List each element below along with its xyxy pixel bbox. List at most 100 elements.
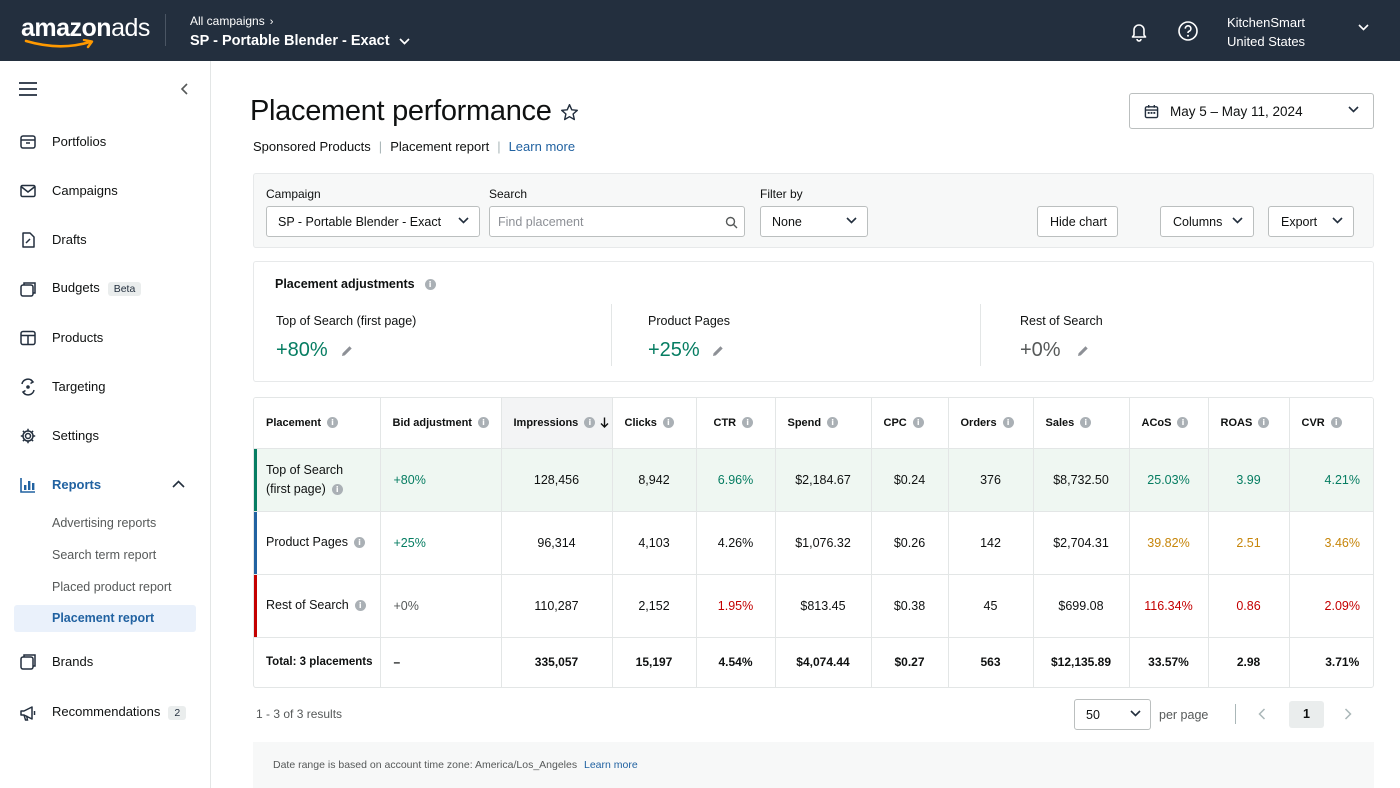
column-header-sales[interactable]: Sales i (1033, 398, 1130, 449)
per-page-select[interactable]: 50 (1074, 699, 1151, 730)
sort-descending-icon[interactable] (600, 417, 609, 429)
column-header-ctr[interactable]: CTR i (696, 398, 776, 449)
info-icon[interactable]: i (354, 537, 365, 549)
sidebar-item-settings[interactable]: Settings (0, 420, 211, 450)
table-row[interactable]: Rest of Search i +0% 110,287 2,152 1.95% … (254, 574, 1373, 638)
date-range-picker[interactable]: May 5 – May 11, 2024 (1129, 93, 1374, 129)
table-row[interactable]: Product Pages i +25% 96,314 4,103 4.26% $… (254, 511, 1373, 575)
total-bid-cell: – (380, 637, 502, 687)
sidebar-item-drafts[interactable]: Drafts (0, 224, 211, 254)
campaigns-icon (20, 184, 36, 198)
total-cvr-cell: 3.71% (1325, 655, 1360, 670)
bid-adjustment-cell: +25% (380, 511, 502, 575)
sidebar-item-recommendations[interactable]: Recommendations 2 (0, 697, 211, 727)
column-header-orders[interactable]: Orders i (948, 398, 1034, 449)
notifications-bell-icon[interactable] (1128, 20, 1150, 42)
columns-button[interactable]: Columns (1160, 206, 1254, 237)
column-header-roas[interactable]: ROAS i (1208, 398, 1290, 449)
sidebar-item-brands[interactable]: Brands (0, 646, 211, 676)
search-input[interactable]: Find placement (489, 206, 745, 237)
sidebar-subitem-search-term-report[interactable]: Search term report (52, 548, 157, 562)
column-header-impressions[interactable]: Impressions i (501, 398, 613, 449)
favorite-star-icon[interactable] (560, 103, 579, 122)
info-icon[interactable]: i (1258, 417, 1270, 429)
info-icon[interactable]: i (354, 600, 366, 612)
edit-pencil-icon[interactable] (1076, 344, 1090, 358)
current-page-button[interactable]: 1 (1289, 701, 1324, 728)
sales-cell: $8,732.50 (1033, 448, 1130, 512)
info-icon[interactable]: i (477, 417, 489, 429)
edit-pencil-icon[interactable] (340, 344, 354, 358)
sidebar-item-label: Recommendations 2 (52, 704, 187, 720)
sidebar-item-label: Targeting (52, 378, 106, 394)
sidebar-subitem-advertising-reports[interactable]: Advertising reports (52, 516, 157, 530)
info-icon[interactable]: i (662, 417, 674, 429)
help-icon[interactable] (1177, 20, 1199, 42)
export-button[interactable]: Export (1268, 206, 1354, 237)
portfolio-icon (20, 135, 36, 149)
sidebar-item-targeting[interactable]: Targeting (0, 371, 211, 401)
table-total-row: Total: 3 placements – 335,057 15,197 4.5… (254, 637, 1373, 687)
chevron-up-icon[interactable] (172, 480, 185, 488)
column-header-clicks[interactable]: Clicks i (612, 398, 697, 449)
hide-chart-button[interactable]: Hide chart (1037, 206, 1118, 237)
footer-learn-more-link[interactable]: Learn more (584, 759, 638, 771)
menu-icon[interactable] (19, 82, 37, 96)
campaign-select[interactable]: SP - Portable Blender - Exact (266, 206, 480, 237)
collapse-sidebar-icon[interactable] (179, 82, 189, 96)
roas-cell: 3.99 (1208, 448, 1290, 512)
spend-cell: $1,076.32 (775, 511, 872, 575)
column-header-bid-adjustment[interactable]: Bid adjustment i (380, 398, 502, 449)
column-header-placement[interactable]: Placement i (254, 398, 381, 449)
info-icon[interactable]: i (1002, 417, 1014, 429)
table-row[interactable]: Top of Search (first page) i +80% 128,456 … (254, 448, 1373, 512)
campaign-switcher[interactable]: SP - Portable Blender - Exact (190, 32, 410, 50)
info-icon[interactable]: i (827, 417, 839, 429)
placement-cell: Top of Search (first page) i (254, 448, 381, 512)
amazon-ads-logo[interactable]: amazonads (21, 14, 150, 49)
info-icon[interactable]: i (327, 417, 339, 429)
search-label: Search (489, 187, 528, 201)
table-header-row: Placement i Bid adjustment i Impressions i … (254, 398, 1373, 449)
targeting-icon (21, 378, 35, 396)
columns-label: Columns (1173, 215, 1223, 229)
sidebar-item-products[interactable]: Products (0, 322, 211, 352)
impressions-cell: 128,456 (501, 448, 613, 512)
sidebar-item-budgets[interactable]: Budgets Beta (0, 273, 211, 303)
breadcrumb-all-campaigns[interactable]: All campaigns (190, 14, 265, 28)
info-icon[interactable]: i (742, 417, 754, 429)
learn-more-link[interactable]: Learn more (508, 139, 576, 154)
bid-adjustment-cell: +0% (380, 574, 502, 638)
chevron-right-icon: › (269, 16, 274, 28)
total-sales-cell: $12,135.89 (1033, 637, 1130, 687)
column-header-spend[interactable]: Spend i (775, 398, 872, 449)
edit-pencil-icon[interactable] (711, 344, 725, 358)
chevron-down-icon[interactable] (1358, 24, 1369, 31)
info-icon[interactable]: i (331, 483, 343, 495)
adjustment-value: +25% (648, 339, 700, 361)
sidebar-subitem-placed-product-report[interactable]: Placed product report (52, 580, 172, 594)
column-header-cpc[interactable]: CPC i (871, 398, 949, 449)
breadcrumb[interactable]: All campaigns › (190, 14, 273, 29)
info-icon[interactable]: i (912, 417, 924, 429)
sidebar-item-reports[interactable]: Reports (0, 469, 211, 499)
spend-cell: $2,184.67 (775, 448, 872, 512)
sidebar-item-label: Budgets Beta (52, 280, 142, 296)
column-header-cvr[interactable]: CVR i (1289, 398, 1373, 449)
filter-by-select[interactable]: None (760, 206, 868, 237)
info-icon[interactable]: i (1080, 417, 1092, 429)
previous-page-icon[interactable] (1258, 708, 1266, 720)
info-icon[interactable]: i (584, 417, 596, 429)
account-name: KitchenSmart (1227, 15, 1306, 30)
account-switcher[interactable]: KitchenSmart United States (1227, 13, 1305, 51)
sidebar-subitem-placement-report[interactable]: Placement report (14, 605, 196, 632)
info-icon[interactable]: i (1177, 417, 1189, 429)
column-header-acos[interactable]: ACoS i (1129, 398, 1209, 449)
timezone-note: Date range is based on account time zone… (273, 759, 578, 771)
info-icon[interactable]: i (424, 278, 436, 290)
sidebar-item-portfolios[interactable]: Portfolios (0, 126, 211, 156)
next-page-icon[interactable] (1344, 708, 1352, 720)
hide-chart-label: Hide chart (1050, 215, 1107, 229)
sidebar-item-campaigns[interactable]: Campaigns (0, 175, 211, 205)
info-icon[interactable]: i (1330, 417, 1342, 429)
